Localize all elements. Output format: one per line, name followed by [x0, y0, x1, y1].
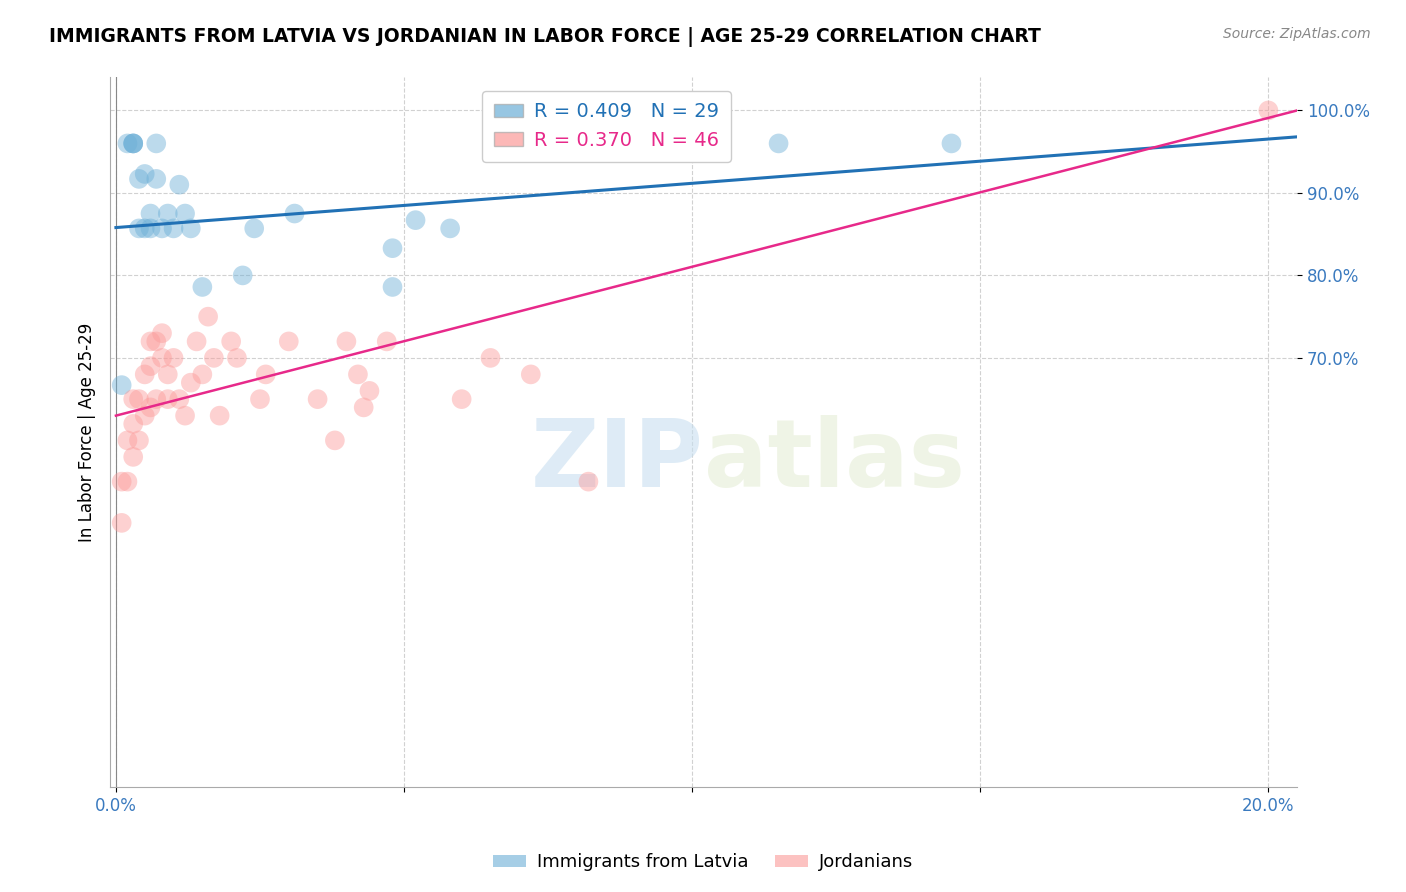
- Point: [169, 392, 191, 406]
- Point: [111, 378, 134, 392]
- Point: [232, 268, 254, 283]
- Point: [156, 392, 179, 406]
- Point: [277, 334, 299, 349]
- Point: [139, 401, 162, 415]
- Point: [578, 475, 600, 489]
- Point: [180, 221, 202, 235]
- Point: [134, 409, 156, 423]
- Point: [145, 334, 167, 349]
- Point: [117, 434, 139, 448]
- Point: [139, 221, 162, 235]
- Text: atlas: atlas: [703, 415, 965, 507]
- Point: [134, 167, 156, 181]
- Point: [134, 221, 156, 235]
- Point: [405, 213, 427, 227]
- Point: [145, 136, 167, 151]
- Point: [941, 136, 963, 151]
- Point: [174, 206, 197, 220]
- Point: [375, 334, 398, 349]
- Point: [180, 376, 202, 390]
- Point: [169, 178, 191, 192]
- Point: [191, 368, 214, 382]
- Point: [134, 368, 156, 382]
- Point: [208, 409, 231, 423]
- Point: [150, 326, 173, 340]
- Point: [186, 334, 208, 349]
- Point: [335, 334, 357, 349]
- Point: [243, 221, 266, 235]
- Point: [111, 516, 134, 530]
- Point: [128, 221, 150, 235]
- Point: [145, 392, 167, 406]
- Point: [197, 310, 219, 324]
- Point: [122, 136, 145, 151]
- Point: [162, 221, 184, 235]
- Point: [145, 172, 167, 186]
- Point: [128, 172, 150, 186]
- Point: [219, 334, 242, 349]
- Point: [226, 351, 249, 365]
- Point: [359, 384, 381, 398]
- Point: [439, 221, 461, 235]
- Point: [307, 392, 329, 406]
- Point: [122, 450, 145, 464]
- Point: [323, 434, 346, 448]
- Point: [122, 417, 145, 431]
- Point: [139, 334, 162, 349]
- Point: [156, 206, 179, 220]
- Point: [191, 280, 214, 294]
- Point: [111, 475, 134, 489]
- Point: [122, 136, 145, 151]
- Point: [254, 368, 277, 382]
- Point: [381, 280, 404, 294]
- Legend: R = 0.409   N = 29, R = 0.370   N = 46: R = 0.409 N = 29, R = 0.370 N = 46: [482, 91, 731, 161]
- Point: [122, 392, 145, 406]
- Point: [128, 392, 150, 406]
- Point: [520, 368, 543, 382]
- Point: [150, 221, 173, 235]
- Point: [202, 351, 225, 365]
- Point: [139, 206, 162, 220]
- Point: [139, 359, 162, 373]
- Point: [347, 368, 370, 382]
- Point: [128, 434, 150, 448]
- Point: [162, 351, 184, 365]
- Y-axis label: In Labor Force | Age 25-29: In Labor Force | Age 25-29: [79, 323, 96, 541]
- Point: [353, 401, 375, 415]
- Point: [381, 241, 404, 255]
- Point: [156, 368, 179, 382]
- Point: [283, 206, 305, 220]
- Point: [117, 475, 139, 489]
- Point: [768, 136, 790, 151]
- Text: Source: ZipAtlas.com: Source: ZipAtlas.com: [1223, 27, 1371, 41]
- Point: [122, 136, 145, 151]
- Legend: Immigrants from Latvia, Jordanians: Immigrants from Latvia, Jordanians: [486, 847, 920, 879]
- Point: [479, 351, 502, 365]
- Point: [249, 392, 271, 406]
- Point: [1257, 103, 1279, 118]
- Text: ZIP: ZIP: [531, 415, 703, 507]
- Point: [150, 351, 173, 365]
- Text: IMMIGRANTS FROM LATVIA VS JORDANIAN IN LABOR FORCE | AGE 25-29 CORRELATION CHART: IMMIGRANTS FROM LATVIA VS JORDANIAN IN L…: [49, 27, 1040, 46]
- Point: [117, 136, 139, 151]
- Point: [450, 392, 472, 406]
- Point: [174, 409, 197, 423]
